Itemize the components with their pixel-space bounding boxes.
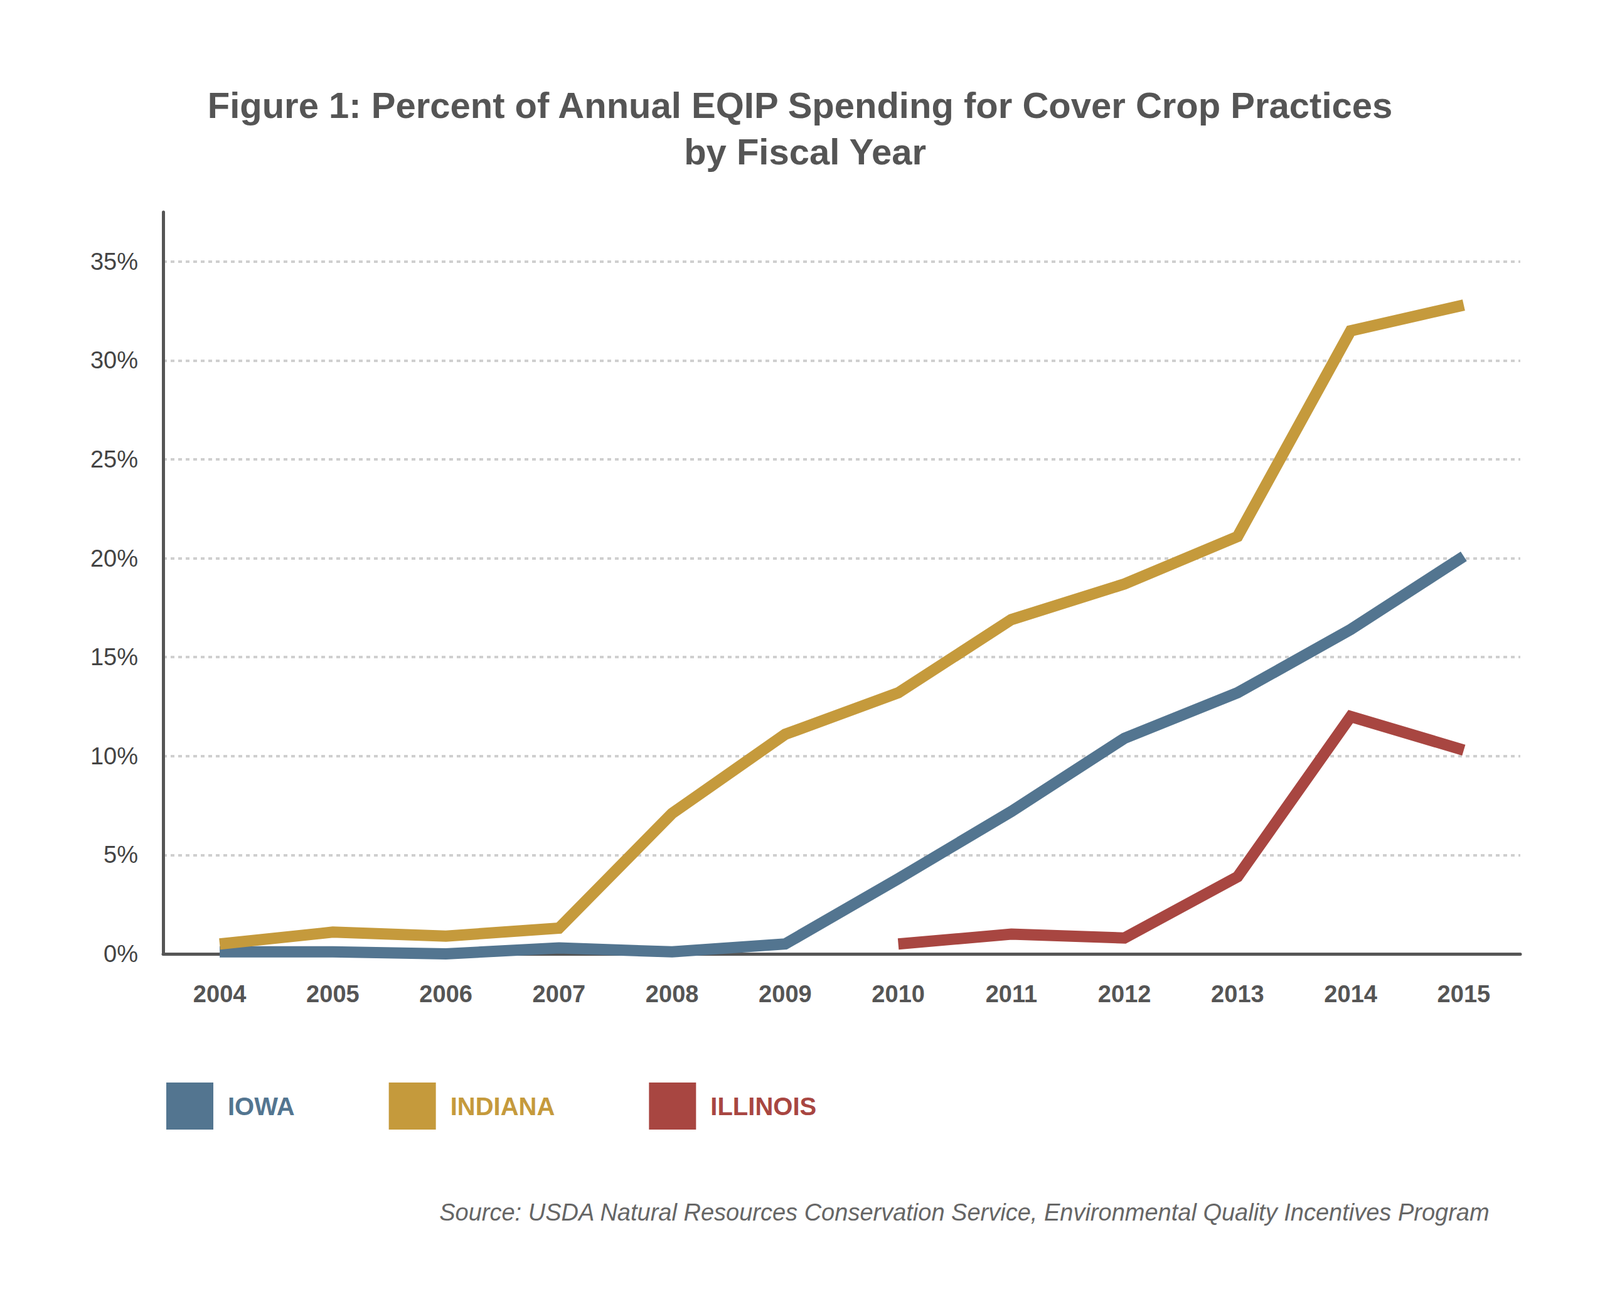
svg-text:2007: 2007 (532, 980, 587, 1008)
svg-text:15%: 15% (90, 643, 139, 671)
svg-text:10%: 10% (90, 742, 139, 770)
svg-text:2013: 2013 (1210, 980, 1265, 1008)
svg-text:25%: 25% (90, 446, 139, 473)
svg-text:0%: 0% (103, 940, 139, 967)
svg-text:30%: 30% (90, 346, 139, 374)
svg-text:2014: 2014 (1323, 980, 1378, 1008)
svg-text:35%: 35% (90, 248, 139, 275)
svg-text:2015: 2015 (1437, 980, 1491, 1008)
svg-text:2009: 2009 (758, 980, 812, 1008)
svg-text:Figure 1: Percent of Annual EQ: Figure 1: Percent of Annual EQIP Spendin… (207, 84, 1393, 126)
svg-text:2010: 2010 (871, 980, 925, 1008)
svg-text:2004: 2004 (193, 980, 247, 1008)
svg-text:2006: 2006 (419, 980, 473, 1008)
svg-text:Source: USDA Natural Resources: Source: USDA Natural Resources Conservat… (439, 1199, 1489, 1226)
svg-text:5%: 5% (103, 841, 139, 868)
svg-text:by Fiscal Year: by Fiscal Year (673, 131, 927, 172)
svg-text:2011: 2011 (985, 980, 1038, 1008)
svg-text:IOWA: IOWA (227, 1092, 295, 1120)
svg-text:2005: 2005 (306, 980, 360, 1008)
svg-text:2012: 2012 (1098, 980, 1152, 1008)
svg-text:20%: 20% (90, 545, 139, 572)
svg-text:ILLINOIS: ILLINOIS (710, 1092, 817, 1120)
svg-text:INDIANA: INDIANA (450, 1092, 556, 1120)
svg-text:2008: 2008 (645, 980, 699, 1008)
